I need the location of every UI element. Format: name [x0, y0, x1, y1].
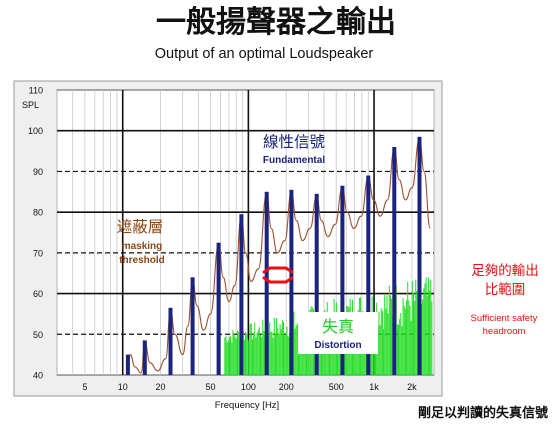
gap-marker	[262, 266, 294, 284]
x-tick-label: 10	[118, 382, 128, 392]
bottom-caption: 剛足以判讀的失真信號	[418, 405, 548, 421]
x-tick-label: 100	[241, 382, 256, 392]
x-tick-label: 1k	[369, 382, 379, 392]
y-tick-label: 40	[33, 371, 43, 381]
fundamental-bar	[392, 147, 397, 375]
headroom-label-cn-1: 足夠的輸出	[471, 263, 539, 278]
y-tick-label: 100	[28, 126, 43, 136]
fundamental-bar	[366, 175, 371, 375]
fundamental-bar	[264, 191, 269, 375]
headroom-label-en-1: Sufficient safety	[471, 313, 538, 324]
x-tick-label: 50	[206, 382, 216, 392]
fundamental-bar	[340, 185, 345, 375]
fundamental-bar	[239, 214, 244, 375]
x-axis-label: Frequency [Hz]	[215, 400, 279, 411]
fundamental-bar	[289, 189, 294, 376]
fundamental-bar	[216, 242, 221, 375]
page-title-en: Output of an optimal Loudspeaker	[155, 46, 374, 62]
fundamental-label-cn: 線性信號	[263, 133, 325, 151]
y-axis-label: SPL	[22, 100, 39, 110]
x-tick-label: 5	[82, 382, 87, 392]
headroom-annotation: 足夠的輸出 比範圍 Sufficient safety headroom	[471, 263, 539, 337]
distortion-label-box	[298, 312, 378, 354]
distortion-label-cn: 失真	[322, 318, 354, 336]
fundamental-bar	[417, 136, 422, 375]
x-tick-label: 200	[279, 382, 294, 392]
headroom-label-en-2: headroom	[483, 326, 526, 337]
x-tick-label: 2k	[407, 382, 417, 392]
fundamental-bar	[168, 307, 173, 375]
y-tick-label: 50	[33, 330, 43, 340]
gap-marker-lower	[262, 276, 294, 284]
fundamental-bar	[142, 340, 147, 375]
y-tick-label: 110	[29, 86, 43, 96]
y-tick-label: 80	[33, 208, 43, 218]
headroom-label-cn-2: 比範圍	[485, 282, 526, 297]
gap-marker-upper	[262, 266, 294, 274]
masking-annotation: 遮蔽層 masking threshold	[117, 218, 165, 266]
distortion-annotation: 失真 Distortion	[298, 312, 378, 354]
page-title-cn: 一般揚聲器之輸出	[156, 5, 396, 40]
x-tick-label: 20	[156, 382, 166, 392]
fundamental-bar	[314, 193, 319, 375]
y-tick-label: 70	[33, 248, 43, 258]
fundamental-bar	[190, 277, 195, 375]
masking-label-cn: 遮蔽層	[117, 218, 164, 236]
fundamental-label-en: Fundamental	[263, 155, 325, 166]
fundamental-annotation: 線性信號 Fundamental	[263, 133, 325, 166]
x-tick-label: 500	[329, 382, 344, 392]
y-tick-label: 90	[33, 167, 43, 177]
fundamental-bar	[125, 354, 130, 375]
y-tick-label: 60	[33, 289, 43, 299]
masking-label-en-1: masking	[122, 241, 163, 252]
masking-label-en-2: threshold	[119, 255, 165, 266]
distortion-label-en: Distortion	[314, 340, 361, 351]
